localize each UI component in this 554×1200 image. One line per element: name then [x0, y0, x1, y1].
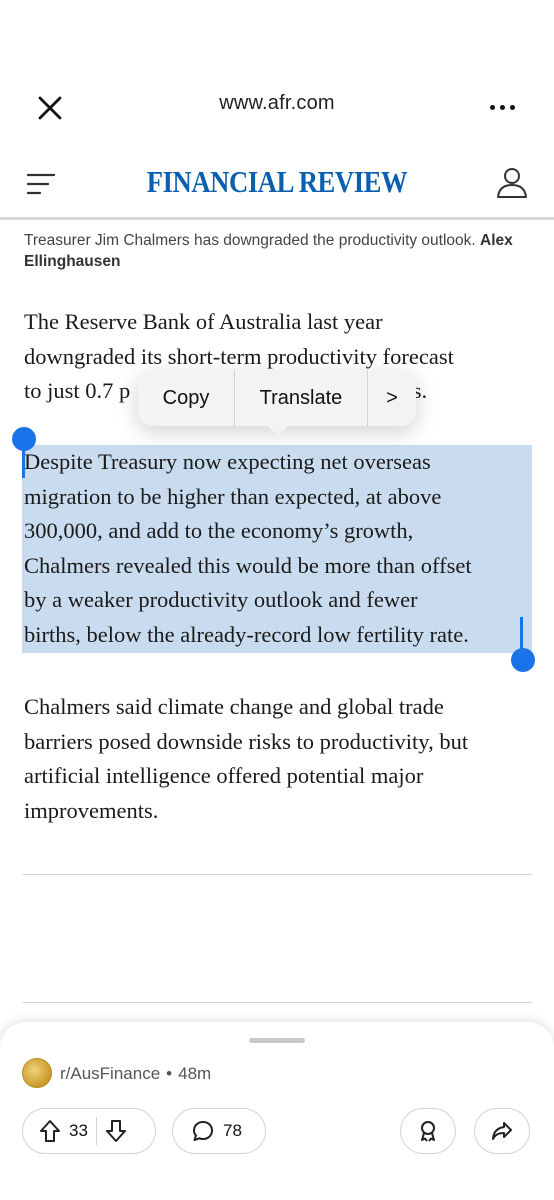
reddit-post-sheet: r/AusFinance • 48m 33 78 [0, 1022, 554, 1200]
menu-icon[interactable] [26, 172, 56, 196]
subreddit-avatar[interactable] [22, 1058, 52, 1088]
comments-button[interactable]: 78 [172, 1108, 266, 1154]
paragraph-line: The Reserve Bank of Australia last year [24, 309, 383, 334]
upvote-icon[interactable] [39, 1119, 61, 1143]
caption-credit: Alex Ellinghausen [24, 232, 513, 270]
user-account-icon[interactable] [494, 164, 530, 200]
site-header: FINANCIAL REVIEW [0, 142, 554, 220]
more-menu-item[interactable]: > [386, 386, 398, 409]
article-paragraph-2-selected[interactable]: Despite Treasury now expecting net overs… [24, 445, 534, 652]
context-menu-pointer [266, 424, 290, 436]
paragraph-line: 300,000, and add to the economy’s growth… [24, 518, 414, 543]
translate-menu-item[interactable]: Translate [235, 370, 368, 426]
article-paragraph-3: Chalmers said climate change and global … [24, 690, 534, 828]
share-icon [490, 1119, 514, 1143]
paragraph-line: artificial intelligence offered potentia… [24, 763, 424, 788]
vote-control: 33 [22, 1108, 156, 1154]
caption-text: Treasurer Jim Chalmers has downgraded th… [24, 232, 476, 249]
downvote-icon[interactable] [105, 1119, 127, 1143]
close-icon[interactable] [34, 92, 66, 124]
paragraph-line: migration to be higher than expected, at… [24, 483, 442, 509]
divider [22, 1002, 532, 1003]
selection-start-caret [22, 448, 25, 478]
more-options-icon[interactable] [484, 96, 520, 118]
text-context-menu: Copy Translate > [138, 370, 416, 426]
paragraph-line: births, below the already-record low fer… [24, 621, 469, 647]
divider [22, 874, 532, 875]
upvote-count: 33 [69, 1121, 88, 1140]
share-button[interactable] [474, 1108, 530, 1154]
paragraph-line: by a weaker productivity outlook and few… [24, 587, 418, 612]
award-button[interactable] [400, 1108, 456, 1154]
url-display[interactable]: www.afr.com [219, 92, 335, 114]
copy-menu-item[interactable]: Copy [138, 370, 235, 426]
article-paragraph-1: The Reserve Bank of Australia last year … [24, 305, 534, 409]
site-logo[interactable]: FINANCIAL REVIEW [146, 164, 408, 199]
paragraph-line: Chalmers said climate change and global … [24, 694, 444, 719]
paragraph-line: improvements. [24, 797, 159, 823]
post-age: 48m [178, 1064, 212, 1083]
paragraph-line: Chalmers revealed this would be more tha… [24, 552, 472, 578]
paragraph-line-start: to just 0.7 p [24, 378, 131, 403]
paragraph-line: downgraded its short-term productivity f… [24, 343, 454, 369]
post-meta: r/AusFinance • 48m [60, 1064, 211, 1084]
selection-start-handle[interactable] [12, 427, 36, 451]
selection-end-handle[interactable] [511, 648, 535, 672]
award-icon [416, 1119, 440, 1143]
text-selection-highlight [22, 445, 532, 653]
comment-count: 78 [223, 1121, 242, 1140]
sheet-grabber[interactable] [249, 1038, 305, 1043]
photo-caption: Treasurer Jim Chalmers has downgraded th… [24, 230, 524, 272]
vote-divider [95, 1117, 97, 1145]
subreddit-name[interactable]: r/AusFinance [60, 1064, 161, 1083]
paragraph-line: barriers posed downside risks to product… [24, 728, 469, 754]
selection-end-caret [520, 617, 523, 649]
meta-separator: • [166, 1064, 173, 1083]
comment-icon [191, 1119, 215, 1143]
paragraph-line: Despite Treasury now expecting net overs… [24, 449, 431, 474]
